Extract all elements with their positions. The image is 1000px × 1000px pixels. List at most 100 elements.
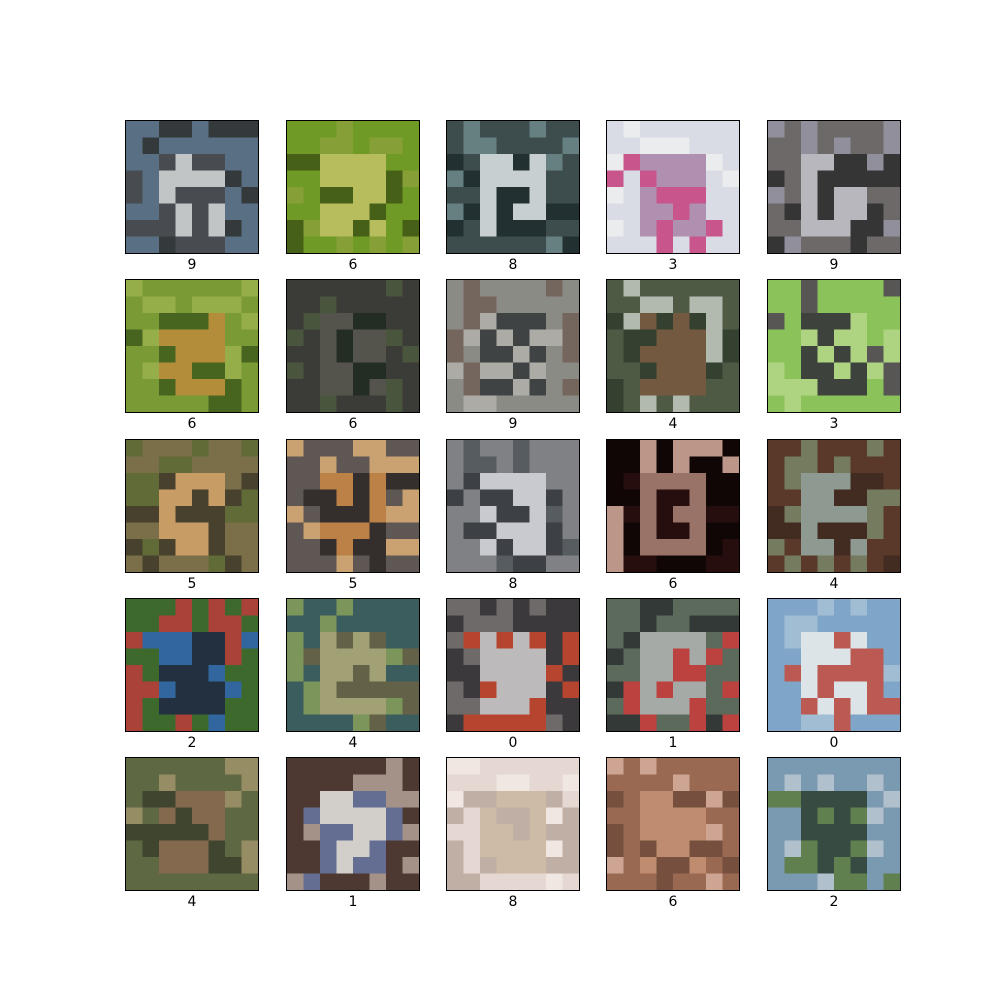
image-tile: 4	[286, 598, 420, 758]
frog-image	[126, 280, 258, 412]
ship-thumbnail	[446, 439, 580, 573]
ship-image	[447, 121, 579, 253]
cat-image	[768, 280, 900, 412]
image-tile: 9	[767, 120, 901, 280]
ship-thumbnail	[446, 757, 580, 891]
image-label: 6	[668, 576, 678, 592]
image-tile: 8	[446, 120, 580, 280]
image-label: 5	[348, 576, 358, 592]
automobile-image	[607, 599, 739, 731]
image-label: 6	[348, 257, 358, 273]
cat-thumbnail	[767, 279, 901, 413]
image-label: 6	[187, 416, 197, 432]
image-label: 9	[187, 257, 197, 273]
image-tile: 8	[446, 757, 580, 917]
deer-thumbnail	[767, 439, 901, 573]
airplane-thumbnail	[767, 598, 901, 732]
deer-image	[287, 599, 419, 731]
bird-image	[768, 758, 900, 890]
image-label: 4	[187, 894, 197, 910]
dog-thumbnail	[125, 439, 259, 573]
airplane-thumbnail	[446, 598, 580, 732]
image-tile: 2	[767, 757, 901, 917]
image-tile: 5	[286, 439, 420, 599]
image-tile: 6	[125, 279, 259, 439]
deer-image	[126, 758, 258, 890]
cat-image	[607, 121, 739, 253]
image-tile: 3	[767, 279, 901, 439]
image-tile: 6	[606, 757, 740, 917]
frog-image	[287, 121, 419, 253]
image-label: 8	[508, 576, 518, 592]
frog-image	[287, 280, 419, 412]
image-label: 3	[829, 416, 839, 432]
truck-thumbnail	[125, 120, 259, 254]
bird-image	[126, 599, 258, 731]
image-label: 0	[508, 735, 518, 751]
bird-thumbnail	[767, 757, 901, 891]
image-tile: 8	[446, 439, 580, 599]
image-label: 6	[348, 416, 358, 432]
image-label: 0	[829, 735, 839, 751]
automobile-thumbnail	[286, 757, 420, 891]
truck-thumbnail	[446, 279, 580, 413]
image-label: 4	[829, 576, 839, 592]
image-tile: 1	[606, 598, 740, 758]
image-tile: 4	[767, 439, 901, 599]
image-tile: 3	[606, 120, 740, 280]
image-tile: 4	[125, 757, 259, 917]
dog-image	[287, 440, 419, 572]
image-tile: 0	[767, 598, 901, 758]
image-label: 9	[508, 416, 518, 432]
image-tile: 4	[606, 279, 740, 439]
image-label: 9	[829, 257, 839, 273]
deer-thumbnail	[125, 757, 259, 891]
image-label: 4	[668, 416, 678, 432]
frog-thumbnail	[125, 279, 259, 413]
truck-image	[126, 121, 258, 253]
deer-image	[607, 280, 739, 412]
image-label: 1	[348, 894, 358, 910]
automobile-thumbnail	[606, 598, 740, 732]
truck-image	[768, 121, 900, 253]
image-tile: 6	[286, 120, 420, 280]
image-label: 2	[829, 894, 839, 910]
image-tile: 6	[286, 279, 420, 439]
automobile-image	[287, 758, 419, 890]
image-tile: 0	[446, 598, 580, 758]
airplane-image	[768, 599, 900, 731]
frog-thumbnail	[606, 757, 740, 891]
deer-thumbnail	[606, 279, 740, 413]
ship-thumbnail	[446, 120, 580, 254]
image-tile: 9	[446, 279, 580, 439]
frog-thumbnail	[286, 120, 420, 254]
frog-thumbnail	[286, 279, 420, 413]
bird-thumbnail	[125, 598, 259, 732]
image-label: 8	[508, 257, 518, 273]
image-tile: 2	[125, 598, 259, 758]
frog-thumbnail	[606, 439, 740, 573]
deer-thumbnail	[286, 598, 420, 732]
image-tile: 6	[606, 439, 740, 599]
image-label: 4	[348, 735, 358, 751]
image-tile: 5	[125, 439, 259, 599]
ship-image	[447, 758, 579, 890]
image-tile: 1	[286, 757, 420, 917]
truck-image	[447, 280, 579, 412]
truck-thumbnail	[767, 120, 901, 254]
frog-image	[607, 758, 739, 890]
image-label: 5	[187, 576, 197, 592]
image-label: 8	[508, 894, 518, 910]
airplane-image	[447, 599, 579, 731]
image-label: 1	[668, 735, 678, 751]
image-tile: 9	[125, 120, 259, 280]
image-label: 2	[187, 735, 197, 751]
frog-image	[607, 440, 739, 572]
cat-thumbnail	[606, 120, 740, 254]
image-label: 6	[668, 894, 678, 910]
image-label: 3	[668, 257, 678, 273]
deer-image	[768, 440, 900, 572]
dog-image	[126, 440, 258, 572]
ship-image	[447, 440, 579, 572]
